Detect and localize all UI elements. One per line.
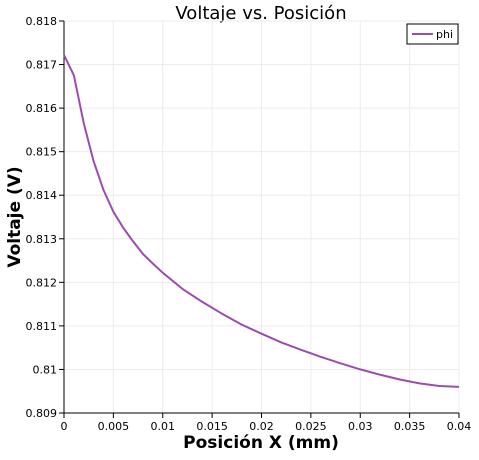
series-layer — [63, 54, 460, 388]
x-axis-ticks: 0 0.005 0.01 0.015 0.02 0.025 0.03 0.035 0.04 — [61, 413, 472, 433]
y-tick-label: 0.813 — [26, 233, 58, 246]
legend: phi — [406, 23, 459, 45]
y-tick-label: 0.818 — [26, 15, 58, 28]
x-tick-label: 0.03 — [348, 420, 373, 433]
y-tick-label: 0.817 — [26, 59, 58, 72]
x-tick-label: 0.04 — [447, 420, 472, 433]
chart-title: Voltaje vs. Posición — [175, 3, 346, 24]
y-tick-label: 0.812 — [26, 276, 58, 289]
x-tick-label: 0.035 — [394, 420, 426, 433]
x-tick-label: 0.005 — [98, 420, 130, 433]
y-axis-label: Voltaje (V) — [5, 166, 25, 267]
y-tick-label: 0.809 — [26, 407, 58, 420]
x-axis-label: Posición X (mm) — [183, 433, 339, 453]
series-line-phi — [63, 54, 460, 388]
grid-lines — [63, 20, 460, 414]
x-tick-label: 0.025 — [295, 420, 327, 433]
y-tick-label: 0.81 — [33, 363, 58, 376]
y-tick-label: 0.814 — [26, 189, 58, 202]
x-tick-label: 0.01 — [151, 420, 176, 433]
x-tick-label: 0 — [61, 420, 68, 433]
legend-label: phi — [436, 28, 453, 41]
y-tick-label: 0.815 — [26, 146, 58, 159]
y-axis-ticks: 0.809 0.81 0.811 0.812 0.813 0.814 0.815 0.816 0… — [26, 15, 64, 420]
y-tick-label: 0.811 — [26, 320, 58, 333]
x-tick-label: 0.015 — [196, 420, 228, 433]
x-tick-label: 0.02 — [249, 420, 274, 433]
y-tick-label: 0.816 — [26, 102, 58, 115]
